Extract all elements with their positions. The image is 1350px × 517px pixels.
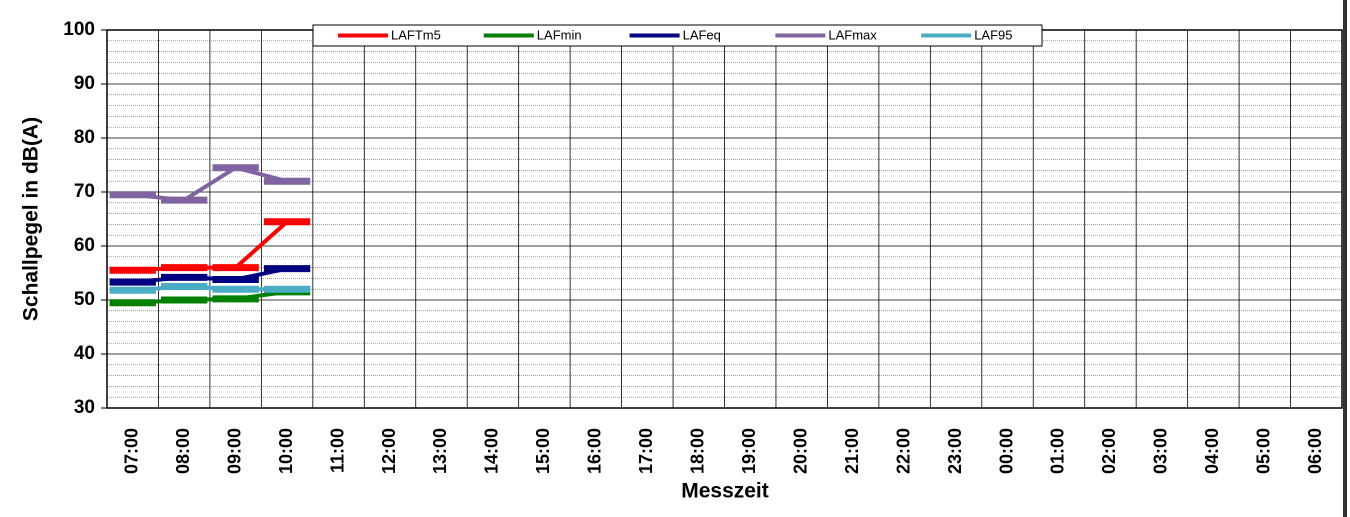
y-tick-label: 70	[74, 181, 95, 202]
x-axis-title: Messzeit	[681, 480, 769, 503]
x-tick-label: 05:00	[1254, 428, 1274, 474]
x-tick-label: 14:00	[482, 428, 502, 474]
y-tick-label: 80	[74, 127, 95, 148]
series-line	[132, 266, 288, 285]
x-tick-label: 01:00	[1048, 428, 1068, 474]
y-axis-title: Schallpegel in dB(A)	[20, 117, 43, 321]
x-tick-label: 15:00	[533, 428, 553, 474]
frame-edge	[1343, 0, 1347, 517]
legend-label: LAFmin	[537, 27, 582, 42]
x-tick-label: 22:00	[893, 428, 913, 474]
x-tick-label: 08:00	[173, 428, 193, 474]
x-tick-label: 19:00	[739, 428, 759, 474]
x-tick-label: 23:00	[945, 428, 965, 474]
y-tick-label: 30	[74, 397, 95, 418]
legend-label: LAFmax	[828, 27, 877, 42]
legend: LAFTm5 LAFmin LAFeq LAFmax LAF95	[312, 24, 1043, 47]
x-tick-label: 13:00	[430, 428, 450, 474]
x-tick-label: 03:00	[1151, 428, 1171, 474]
y-tick-label: 60	[74, 235, 95, 256]
x-tick-label: 16:00	[585, 428, 605, 474]
legend-label: LAFeq	[683, 27, 721, 42]
x-tick-label: 09:00	[224, 428, 244, 474]
x-tick-label: 12:00	[379, 428, 399, 474]
series-line	[132, 289, 288, 305]
x-tick-label: 02:00	[1099, 428, 1119, 474]
series-line	[132, 284, 288, 293]
x-tick-label: 07:00	[121, 428, 141, 474]
x-tick-label: 04:00	[1202, 428, 1222, 474]
x-tick-label: 18:00	[688, 428, 708, 474]
x-tick-label: 06:00	[1305, 428, 1325, 474]
y-tick-label: 90	[74, 73, 95, 94]
x-tick-label: 10:00	[276, 428, 296, 474]
x-tick-label: 20:00	[790, 428, 810, 474]
x-tick-label: 17:00	[636, 428, 656, 474]
x-tick-label: 11:00	[327, 428, 347, 473]
series-line	[132, 220, 289, 273]
series-line	[132, 165, 288, 203]
legend-label: LAF95	[974, 27, 1012, 42]
legend-label: LAFTm5	[391, 27, 441, 42]
y-tick-label: 100	[63, 19, 95, 40]
y-tick-label: 50	[74, 289, 95, 310]
x-tick-label: 21:00	[842, 428, 862, 474]
y-tick-label: 40	[74, 343, 95, 364]
x-tick-label: 00:00	[996, 428, 1016, 474]
